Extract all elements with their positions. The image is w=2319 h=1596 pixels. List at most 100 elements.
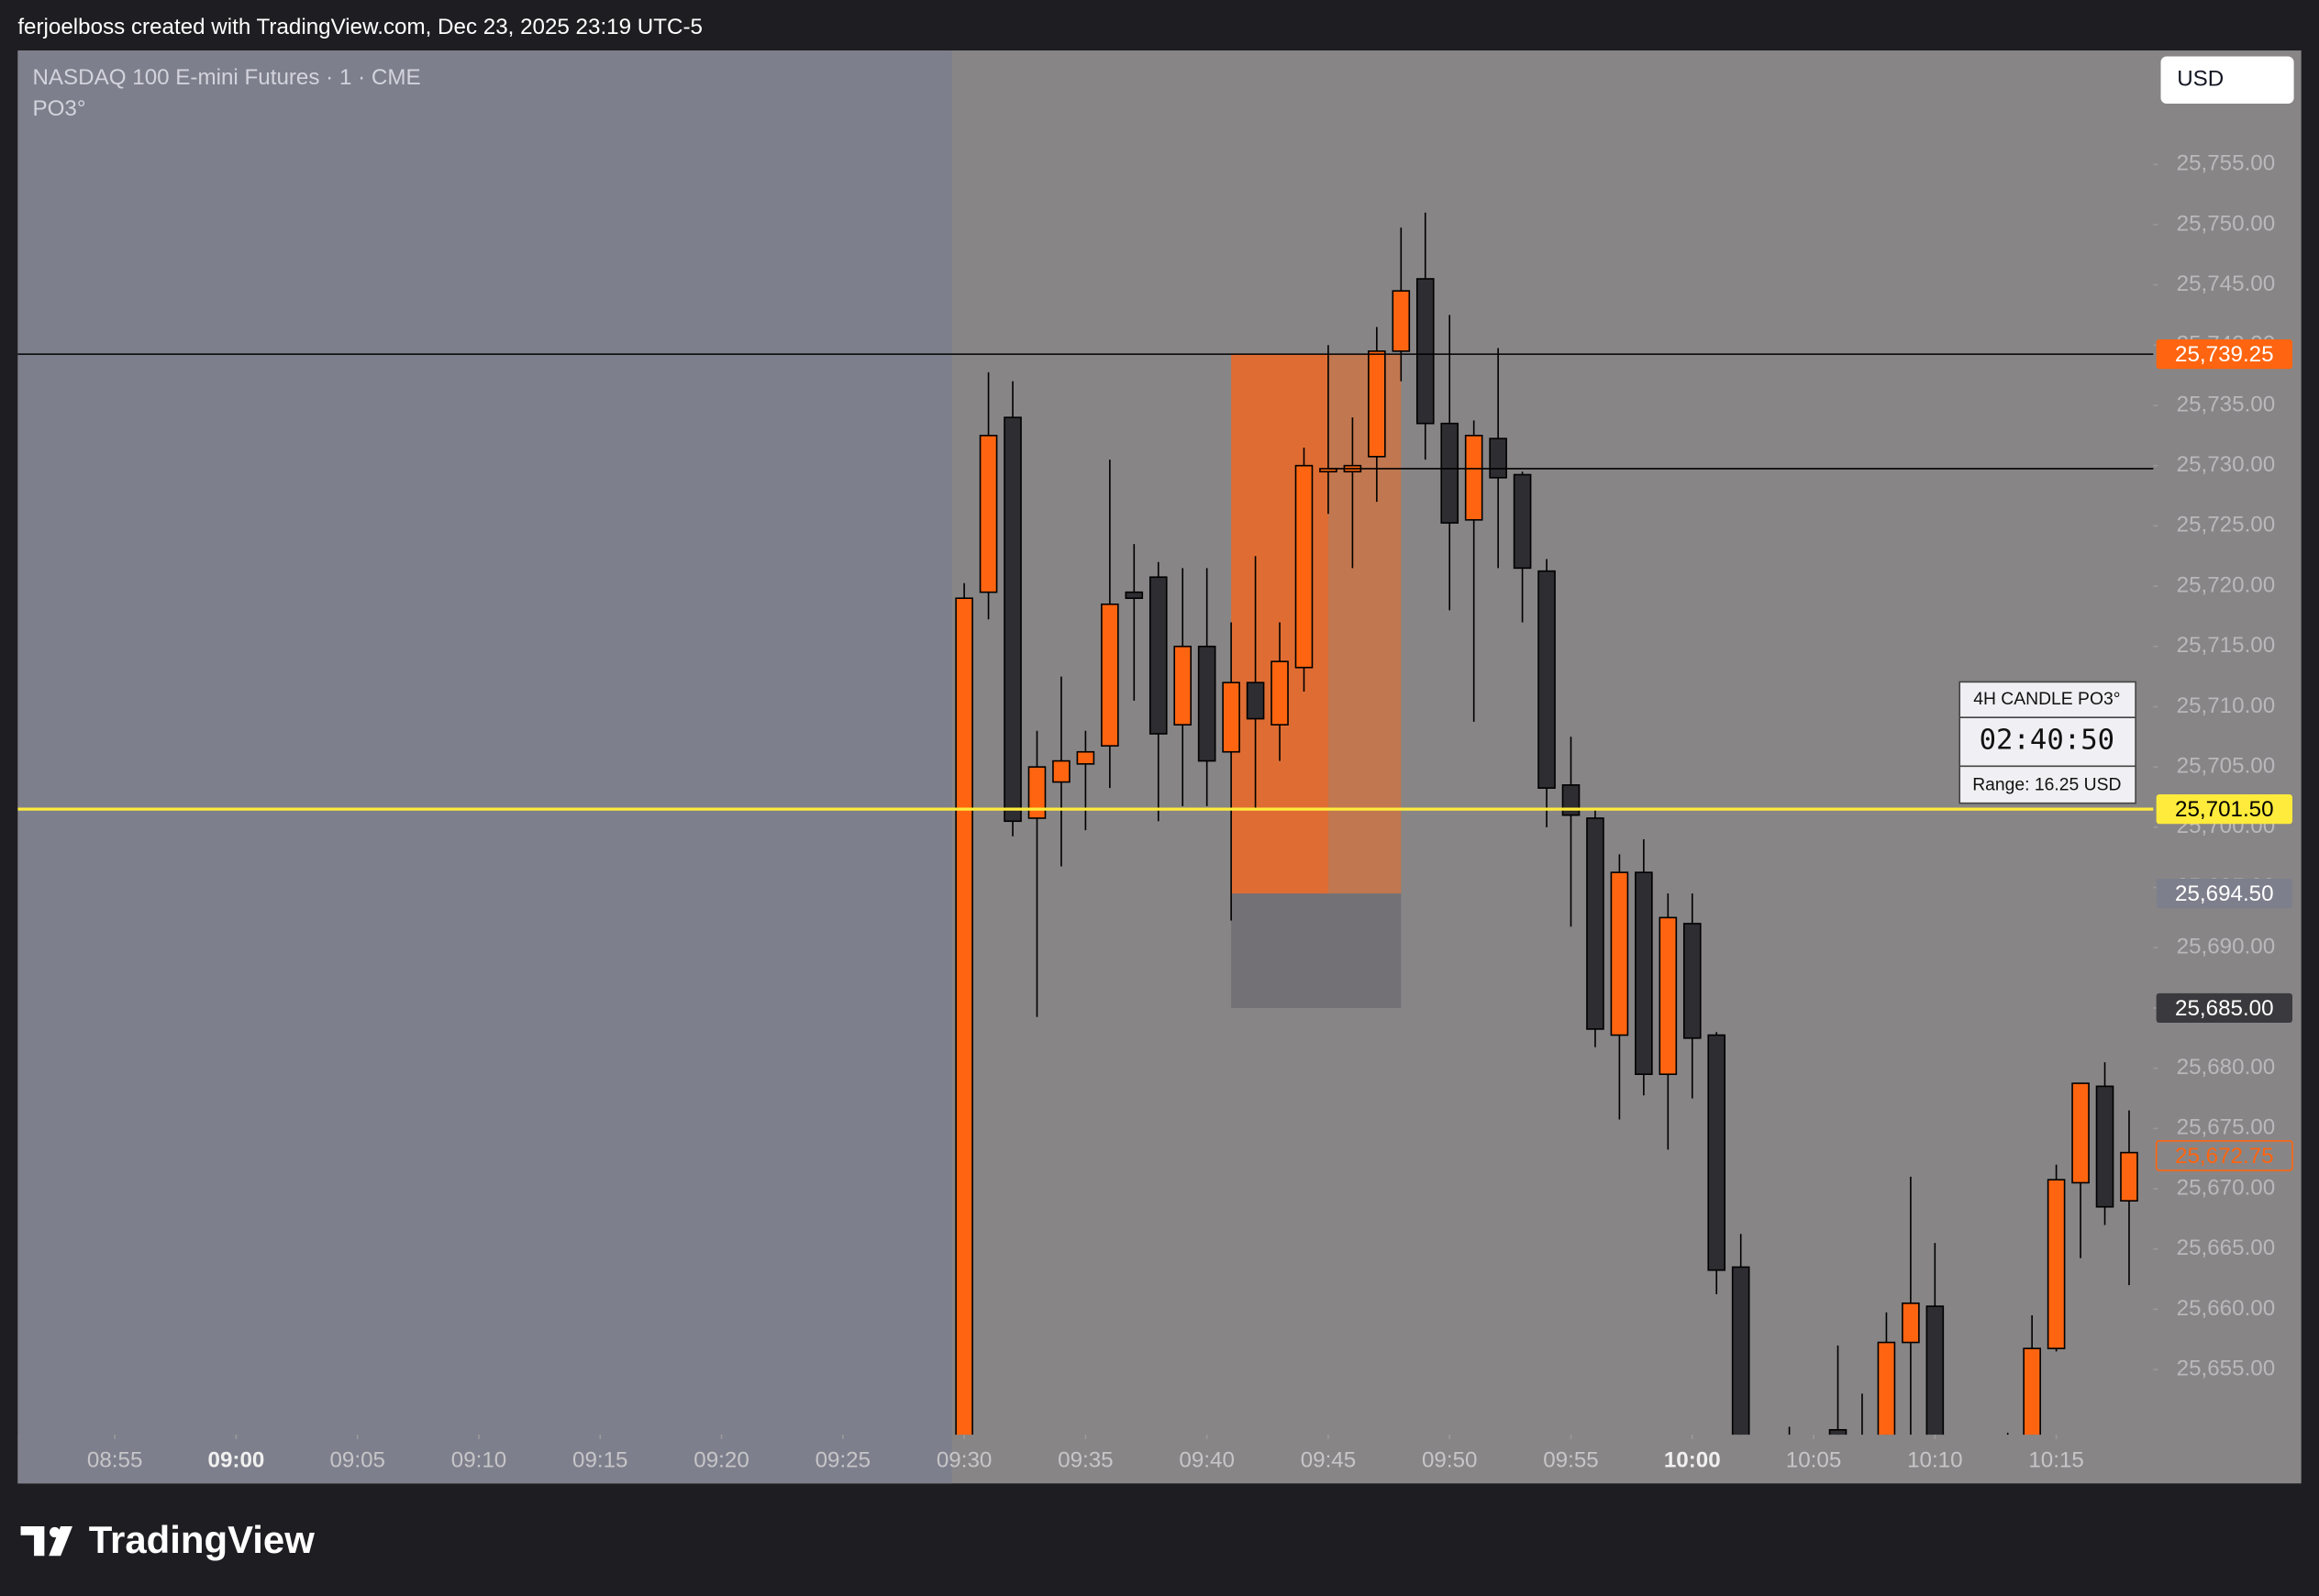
pre-session-shade <box>17 50 952 1435</box>
header-caption: ferjoelboss created with TradingView.com… <box>17 15 703 39</box>
currency-label[interactable]: USD <box>2177 67 2224 92</box>
price-tag <box>2155 1139 2293 1171</box>
candle-body <box>1270 660 1289 726</box>
candle-body <box>2047 1179 2066 1349</box>
x-tick-label: 09:15 <box>572 1447 628 1472</box>
candle-body <box>1052 759 1071 783</box>
y-tick-label: 25,750.00 <box>2177 211 2276 236</box>
price-tag-label: 25,694.50 <box>2175 881 2274 906</box>
candle-body <box>1076 750 1095 765</box>
candle-body <box>1586 817 1604 1030</box>
currency-button[interactable] <box>2160 56 2294 105</box>
y-tick-label: 25,680.00 <box>2177 1055 2276 1080</box>
y-tick-label: 25,690.00 <box>2177 935 2276 959</box>
candle-body <box>979 435 998 593</box>
price-tag-label: 25,701.50 <box>2175 797 2274 822</box>
x-tick-label: 09:00 <box>208 1447 265 1472</box>
y-tick-label: 25,660.00 <box>2177 1296 2276 1321</box>
candle-body <box>1440 422 1459 524</box>
x-tick-label: 10:05 <box>1786 1447 1842 1472</box>
chart-title: NASDAQ 100 E-mini Futures · 1 · CME <box>32 65 420 90</box>
candle-body <box>1731 1266 1750 1435</box>
candle-body <box>1392 290 1411 352</box>
candle-body <box>1925 1305 1945 1435</box>
price-tag <box>2156 992 2292 1024</box>
candle-body <box>1610 871 1629 1036</box>
price-tag <box>2156 339 2292 370</box>
y-tick-label: 25,670.00 <box>2177 1175 2276 1200</box>
x-tick-label: 09:40 <box>1179 1447 1235 1472</box>
y-tick-label: 25,665.00 <box>2177 1236 2276 1260</box>
info-box: 4H CANDLE PO3° 02:40:50 Range: 16.25 USD <box>1958 681 2136 804</box>
axes: 25,655.00 25,660.00 25,665.00 25,670.00 25,6… <box>17 151 2293 1484</box>
price-tag-label: 25,739.25 <box>2175 342 2274 367</box>
y-tick-label: 25,725.00 <box>2177 513 2276 538</box>
x-tick-label: 09:25 <box>816 1447 871 1472</box>
candle-body <box>1682 923 1702 1039</box>
y-tick-label: 25,710.00 <box>2177 693 2276 718</box>
info-timer: 02:40:50 <box>1980 724 2115 756</box>
candle-body <box>2095 1085 2114 1208</box>
brand-name: TradingView <box>89 1518 315 1561</box>
y-tick-label: 25,675.00 <box>2177 1115 2276 1140</box>
candle-body <box>1537 570 1556 789</box>
candle-body <box>1561 784 1581 816</box>
candle-body <box>1197 645 1216 762</box>
candle-body <box>1148 576 1168 735</box>
y-tick-label: 25,745.00 <box>2177 272 2276 296</box>
x-tick-label: 09:05 <box>329 1447 385 1472</box>
x-tick-label: 09:10 <box>451 1447 507 1472</box>
brand-logo-dot <box>50 1526 61 1538</box>
pre-session-axis-shade <box>17 1435 952 1484</box>
candle-body <box>1173 645 1193 726</box>
candle-body <box>1027 766 1047 819</box>
candle-body <box>1101 603 1119 747</box>
brand: TradingView <box>20 1518 315 1561</box>
y-tick-label: 25,655.00 <box>2177 1357 2276 1381</box>
candle-body <box>1877 1341 1896 1435</box>
candle-body <box>1246 682 1265 720</box>
price-tag <box>2156 794 2292 825</box>
x-tick-label: 09:55 <box>1543 1447 1598 1472</box>
candle-body <box>1513 473 1532 570</box>
zone-box <box>1231 893 1402 1008</box>
y-tick-label: 25,705.00 <box>2177 754 2276 779</box>
x-tick-label: 09:45 <box>1301 1447 1357 1472</box>
candle-body <box>1004 416 1022 823</box>
candle-body <box>1659 916 1678 1076</box>
candle-body <box>1489 438 1507 479</box>
x-tick-label: 09:50 <box>1422 1447 1478 1472</box>
info-range: Range: 16.25 USD <box>1972 774 2121 794</box>
y-tick-label: 25,735.00 <box>2177 392 2276 416</box>
x-tick-label: 08:55 <box>87 1447 142 1472</box>
y-tick-label: 25,755.00 <box>2177 151 2276 176</box>
candle-body <box>1294 464 1314 669</box>
price-tag-label: 25,672.75 <box>2175 1144 2274 1169</box>
candle-body <box>2120 1151 2138 1202</box>
price-tag <box>2156 878 2292 909</box>
candle-body <box>1902 1302 1920 1344</box>
candle-body <box>1828 1429 1847 1435</box>
info-box-frame <box>1958 681 2136 804</box>
candle-body <box>1635 871 1653 1076</box>
candle-body <box>1125 591 1144 600</box>
candle-body <box>1222 682 1240 753</box>
candle-body <box>2023 1347 2041 1435</box>
candle-body <box>1368 350 1386 458</box>
price-tag-label: 25,685.00 <box>2175 996 2274 1021</box>
candle-body <box>1415 278 1435 425</box>
x-tick-label: 10:15 <box>2028 1447 2083 1472</box>
candle-body <box>2071 1082 2090 1184</box>
candle-body <box>1464 435 1483 521</box>
y-tick-label: 25,720.00 <box>2177 572 2276 597</box>
plot-area <box>17 50 2154 1435</box>
x-tick-label: 10:10 <box>1907 1447 1962 1472</box>
info-title: 4H CANDLE PO3° <box>1973 689 2120 709</box>
x-tick-label: 10:00 <box>1664 1447 1721 1472</box>
candle-body <box>1707 1034 1726 1271</box>
x-tick-label: 09:35 <box>1058 1447 1114 1472</box>
x-tick-label: 09:30 <box>937 1447 993 1472</box>
x-tick-label: 09:20 <box>693 1447 749 1472</box>
